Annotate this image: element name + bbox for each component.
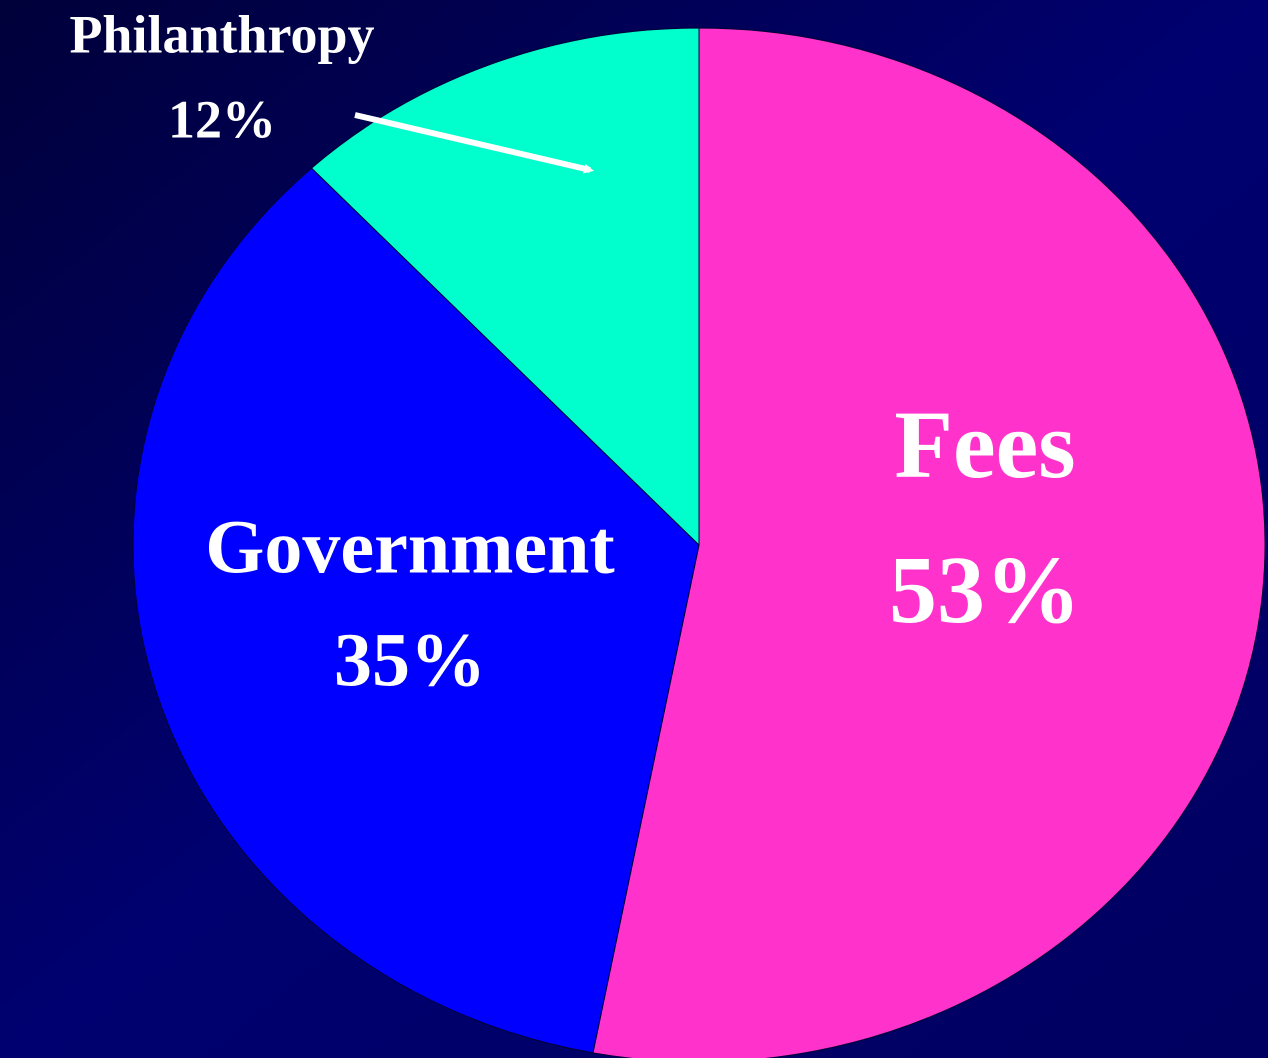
value-label: 35% [334,618,486,702]
slice-label: Fees [894,391,1075,498]
value-label: 12% [168,89,276,149]
pie [132,27,1266,1058]
pie-slice [310,27,700,547]
callout-arrow [354,112,594,174]
labels: Fees 53% Government 35% Philanthropy 12% [69,4,1081,702]
value-label: 53% [889,536,1081,643]
pie-slice [592,27,1266,1058]
slice-label: Government [205,505,614,589]
pie-slice [132,167,700,1054]
slice-label: Philanthropy [69,4,374,64]
